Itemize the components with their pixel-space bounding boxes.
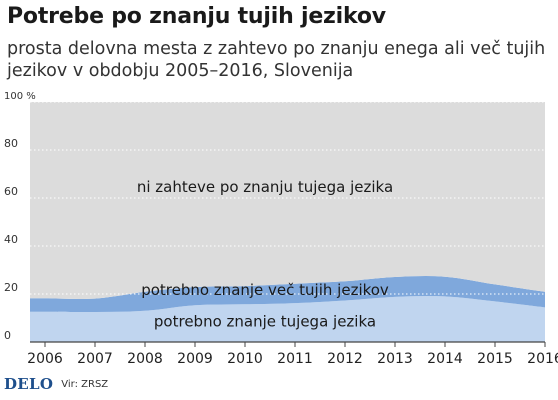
chart-title: Potrebe po znanju tujih jezikov bbox=[7, 4, 386, 29]
x-tick-label-2009: 2009 bbox=[177, 351, 213, 367]
x-tick-label-2007: 2007 bbox=[77, 351, 113, 367]
y-tick-label-40: 40 bbox=[4, 233, 18, 246]
x-tick-label-2008: 2008 bbox=[127, 351, 163, 367]
x-tick-label-2012: 2012 bbox=[327, 351, 363, 367]
series-label-multiple: potrebno znanje več tujih jezikov bbox=[141, 281, 389, 299]
y-tick-label-60: 60 bbox=[4, 185, 18, 198]
y-tick-label-0: 0 bbox=[4, 329, 11, 342]
area-none bbox=[30, 102, 545, 299]
chart-subtitle: prosta delovna mesta z zahtevo po znanju… bbox=[7, 39, 546, 81]
x-tick-label-2011: 2011 bbox=[277, 351, 313, 367]
y-tick-label-100: 100 % bbox=[4, 91, 36, 102]
x-tick-label-2010: 2010 bbox=[227, 351, 263, 367]
area-one bbox=[30, 296, 545, 342]
x-tick-label-2016: 2016 bbox=[527, 351, 558, 367]
series-label-one: potrebno znanje tujega jezika bbox=[154, 312, 376, 330]
y-tick-label-20: 20 bbox=[4, 281, 18, 294]
y-tick-label-80: 80 bbox=[4, 137, 18, 150]
delo-logo: DELO bbox=[4, 375, 54, 393]
footer: DELO Vir: ZRSZ bbox=[4, 375, 108, 393]
x-tick-label-2014: 2014 bbox=[427, 351, 463, 367]
source-note: Vir: ZRSZ bbox=[61, 378, 109, 390]
x-tick-label-2013: 2013 bbox=[377, 351, 413, 367]
x-tick-label-2006: 2006 bbox=[27, 351, 63, 367]
x-tick-label-2015: 2015 bbox=[477, 351, 513, 367]
series-label-none: ni zahteve po znanju tujega jezika bbox=[137, 178, 393, 196]
